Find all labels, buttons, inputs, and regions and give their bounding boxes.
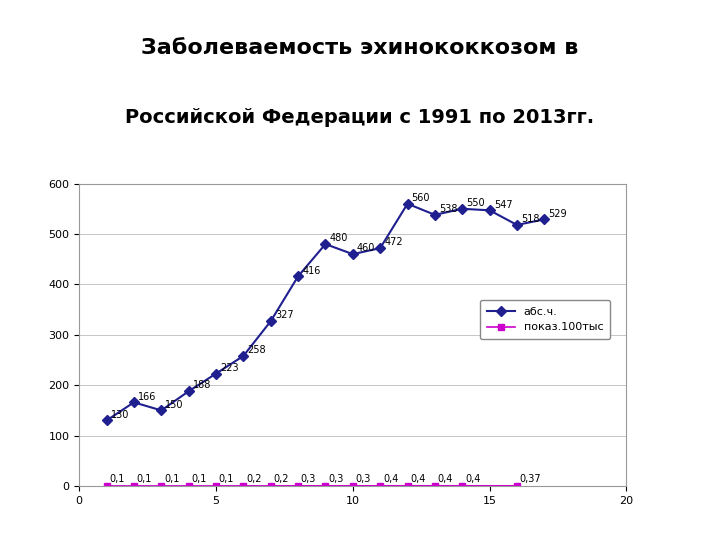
абс.ч. bbox=[376, 245, 384, 251]
Text: 0,3: 0,3 bbox=[356, 474, 371, 484]
показ.100тыс bbox=[458, 483, 467, 489]
Text: 258: 258 bbox=[248, 345, 266, 355]
показ.100тыс bbox=[157, 483, 166, 489]
абс.ч. bbox=[540, 216, 549, 222]
Text: 166: 166 bbox=[138, 392, 156, 402]
Text: Заболеваемость эхинококкозом в: Заболеваемость эхинококкозом в bbox=[141, 38, 579, 58]
Text: 0,1: 0,1 bbox=[137, 474, 152, 484]
Text: 0,3: 0,3 bbox=[328, 474, 343, 484]
Text: 550: 550 bbox=[467, 198, 485, 208]
показ.100тыс bbox=[321, 483, 330, 489]
Text: 0,2: 0,2 bbox=[274, 474, 289, 484]
Text: 130: 130 bbox=[111, 410, 129, 420]
абс.ч. bbox=[348, 251, 357, 258]
Text: 188: 188 bbox=[193, 381, 211, 390]
Text: 0,1: 0,1 bbox=[219, 474, 234, 484]
Text: 0,1: 0,1 bbox=[164, 474, 179, 484]
Text: 0,37: 0,37 bbox=[520, 474, 541, 484]
абс.ч. bbox=[321, 241, 330, 247]
Text: 327: 327 bbox=[275, 310, 294, 320]
абс.ч. bbox=[485, 207, 494, 213]
Text: 0,4: 0,4 bbox=[465, 474, 480, 484]
абс.ч. bbox=[157, 407, 166, 414]
Text: 0,3: 0,3 bbox=[301, 474, 316, 484]
абс.ч. bbox=[102, 417, 111, 424]
Text: 560: 560 bbox=[412, 193, 430, 203]
Text: 416: 416 bbox=[302, 266, 320, 275]
абс.ч. bbox=[294, 273, 302, 280]
Text: 150: 150 bbox=[166, 400, 184, 410]
Text: 529: 529 bbox=[549, 208, 567, 219]
абс.ч. bbox=[458, 206, 467, 212]
абс.ч. bbox=[239, 353, 248, 359]
Text: 0,4: 0,4 bbox=[383, 474, 398, 484]
показ.100тыс bbox=[212, 483, 220, 489]
показ.100тыс bbox=[130, 483, 138, 489]
Text: 480: 480 bbox=[330, 233, 348, 244]
Text: 518: 518 bbox=[521, 214, 539, 224]
Text: Российской Федерации с 1991 по 2013гг.: Российской Федерации с 1991 по 2013гг. bbox=[125, 108, 595, 127]
Text: 538: 538 bbox=[439, 204, 457, 214]
Text: 0,4: 0,4 bbox=[438, 474, 453, 484]
Text: 0,2: 0,2 bbox=[246, 474, 261, 484]
показ.100тыс bbox=[431, 483, 439, 489]
абс.ч. bbox=[513, 222, 521, 228]
показ.100тыс bbox=[239, 483, 248, 489]
Text: 0,1: 0,1 bbox=[192, 474, 207, 484]
Text: 472: 472 bbox=[384, 238, 403, 247]
показ.100тыс bbox=[403, 483, 412, 489]
показ.100тыс bbox=[294, 483, 302, 489]
Text: 223: 223 bbox=[220, 363, 239, 373]
показ.100тыс bbox=[102, 483, 111, 489]
Text: 0,1: 0,1 bbox=[109, 474, 125, 484]
абс.ч. bbox=[266, 318, 275, 325]
Line: абс.ч.: абс.ч. bbox=[103, 200, 548, 424]
Legend: абс.ч., показ.100тыс: абс.ч., показ.100тыс bbox=[480, 300, 610, 339]
показ.100тыс bbox=[348, 483, 357, 489]
Text: 0,4: 0,4 bbox=[410, 474, 426, 484]
показ.100тыс bbox=[266, 483, 275, 489]
показ.100тыс bbox=[376, 483, 384, 489]
Text: 460: 460 bbox=[357, 244, 375, 253]
абс.ч. bbox=[403, 200, 412, 207]
показ.100тыс bbox=[513, 483, 521, 489]
абс.ч. bbox=[130, 399, 138, 406]
абс.ч. bbox=[212, 370, 220, 377]
абс.ч. bbox=[184, 388, 193, 395]
абс.ч. bbox=[431, 212, 439, 218]
Text: 547: 547 bbox=[494, 200, 513, 210]
Line: показ.100тыс: показ.100тыс bbox=[104, 483, 520, 489]
показ.100тыс bbox=[184, 483, 193, 489]
